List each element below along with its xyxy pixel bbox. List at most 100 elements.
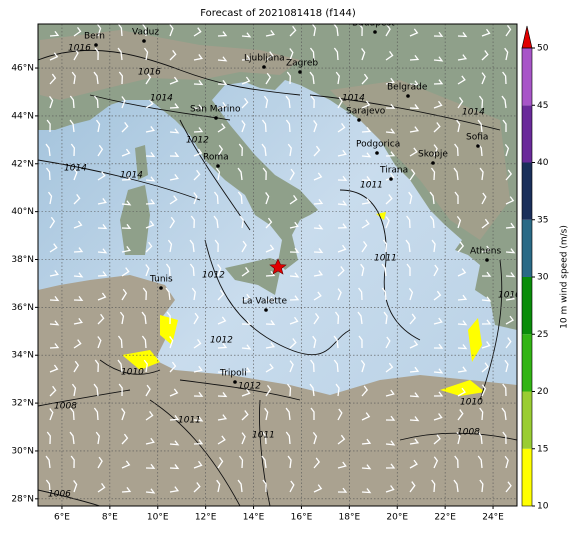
wind-barb [261, 119, 267, 133]
wind-barb [286, 71, 291, 85]
wind-barb [121, 175, 132, 181]
wind-barb [333, 359, 339, 373]
wind-barb [93, 95, 99, 109]
lat-tick-label: 44°N [11, 111, 34, 121]
wind-barb [97, 271, 108, 277]
lat-tick-label: 46°N [11, 64, 34, 74]
isobar-label: 1011 [360, 181, 383, 191]
map-frame [37, 23, 518, 507]
wind-barb [409, 366, 420, 373]
wind-barb [217, 56, 228, 62]
wind-barb [97, 483, 106, 493]
wind-barb [385, 77, 395, 85]
wind-barb [457, 268, 467, 277]
wind-barb [69, 407, 75, 421]
isobar-label: 1016 [138, 68, 161, 78]
wind-barb [481, 319, 492, 325]
colorbar: 10 15 20 25 30 35 40 45 50 [521, 25, 549, 512]
wind-barb [143, 47, 149, 61]
lat-tick-label: 34°N [11, 351, 34, 361]
wind-barb [189, 263, 195, 277]
wind-barb [142, 287, 147, 301]
place-dot [298, 70, 302, 74]
wind-barb [313, 145, 321, 157]
isobar-label: 1010 [121, 368, 144, 378]
wind-barb [289, 221, 299, 229]
wind-barb [289, 25, 297, 37]
wind-barb [289, 168, 295, 181]
wind-barb [361, 412, 371, 421]
wind-barb [479, 407, 484, 421]
wind-barb [262, 431, 267, 445]
colorbar-segment [522, 219, 532, 277]
wind-barb [313, 313, 320, 325]
wind-barb [429, 215, 435, 229]
wind-barb [238, 455, 244, 469]
wind-barb [241, 120, 246, 133]
lat-tick-label: 28°N [11, 494, 34, 504]
lat-tick-label: 36°N [11, 303, 34, 313]
wind-barb [165, 263, 171, 277]
isobar [259, 399, 271, 506]
wind-barb [169, 24, 174, 37]
wind-barb [502, 71, 507, 85]
wind-barb [213, 191, 219, 205]
wind-barb [169, 216, 176, 229]
wind-barb [73, 247, 84, 253]
wind-barb [286, 383, 292, 397]
wind-barb [289, 360, 294, 373]
colorbar-segment [522, 334, 532, 392]
wind-barb [97, 144, 104, 157]
wind-barb [121, 96, 126, 109]
wind-barb [121, 433, 129, 445]
wind-barb [313, 172, 323, 181]
isobar-label: 1011 [178, 416, 201, 426]
wind-barb [385, 415, 396, 421]
wind-barb [409, 459, 418, 469]
wind-barb [191, 287, 196, 301]
wind-barb [335, 71, 340, 85]
wind-barb [167, 239, 173, 253]
wind-barb [358, 24, 363, 37]
wind-barb [217, 342, 228, 349]
wind-barb [239, 215, 244, 229]
wind-barb [214, 239, 219, 253]
wind-barb [97, 24, 102, 37]
wind-barb [193, 439, 204, 445]
wind-barb [502, 431, 507, 445]
wind-barb [49, 385, 57, 397]
place-label: Vaduz [132, 28, 159, 38]
wind-barb [409, 340, 419, 349]
wind-barb [145, 72, 152, 85]
wind-barb [406, 215, 411, 229]
wind-barb [265, 296, 276, 302]
wind-barb [385, 463, 396, 469]
wind-barb [169, 173, 179, 181]
wind-barb [385, 389, 395, 397]
place-dot [476, 144, 480, 148]
place-label: Belgrade [387, 83, 428, 93]
wind-barb [71, 71, 76, 85]
wind-barb [97, 313, 105, 325]
wind-barb [217, 414, 228, 421]
wind-barb [121, 245, 131, 253]
wind-barb [193, 339, 202, 349]
lat-tick-label: 32°N [11, 399, 34, 409]
wind-barb [262, 167, 267, 181]
wind-barb [189, 239, 195, 253]
wind-barb [361, 48, 366, 61]
wind-barb [241, 388, 251, 397]
isobar-label: 1014 [342, 94, 365, 104]
wind-barb [145, 199, 156, 205]
wind-barb [169, 76, 179, 85]
wind-barb [145, 384, 151, 397]
wind-barb [457, 409, 464, 421]
wind-barb [193, 192, 198, 205]
place-label: Podgorica [356, 140, 400, 150]
place-label: Ljubljana [244, 54, 285, 64]
wind-barb [433, 434, 441, 445]
wind-barb [361, 438, 372, 445]
isobar [479, 259, 503, 401]
wind-barb [285, 119, 291, 133]
